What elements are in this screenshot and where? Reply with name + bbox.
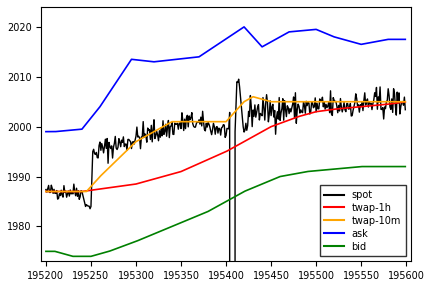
ask <box>86 118 92 122</box>
twap-10m <box>305 100 311 103</box>
spot <box>403 108 408 111</box>
spot <box>43 188 48 191</box>
twap-1h <box>270 125 275 128</box>
ask <box>241 25 247 29</box>
twap-10m <box>186 120 191 123</box>
spot <box>305 104 310 107</box>
twap-10m <box>86 187 92 190</box>
twap-10m <box>160 125 165 128</box>
twap-1h <box>86 189 92 192</box>
twap-10m <box>403 100 408 103</box>
twap-1h <box>305 112 310 116</box>
ask <box>270 39 276 43</box>
ask <box>43 130 48 133</box>
bid <box>403 165 408 168</box>
Legend: spot, twap-1h, twap-10m, ask, bid: spot, twap-1h, twap-10m, ask, bid <box>320 185 406 257</box>
bid <box>70 255 76 258</box>
spot <box>186 125 191 129</box>
ask <box>304 29 309 32</box>
ask <box>305 29 311 32</box>
bid <box>43 250 48 253</box>
twap-10m <box>270 100 276 103</box>
spot <box>306 101 311 105</box>
bid <box>359 165 364 168</box>
Line: bid: bid <box>46 166 405 256</box>
bid <box>87 255 92 258</box>
spot <box>160 119 165 122</box>
bid <box>304 170 309 173</box>
ask <box>403 38 408 41</box>
bid <box>187 217 192 221</box>
spot <box>271 115 276 119</box>
twap-1h <box>303 113 308 116</box>
bid <box>270 178 276 181</box>
twap-1h <box>160 175 165 178</box>
twap-10m <box>43 190 48 193</box>
Line: spot: spot <box>46 79 405 288</box>
twap-10m <box>304 100 309 103</box>
Line: ask: ask <box>46 27 405 132</box>
twap-1h <box>43 190 48 193</box>
Line: twap-1h: twap-1h <box>46 102 405 192</box>
twap-1h <box>186 167 191 170</box>
bid <box>305 170 311 173</box>
spot <box>86 204 92 208</box>
bid <box>161 228 166 232</box>
ask <box>160 59 165 62</box>
twap-1h <box>403 100 408 104</box>
spot <box>236 77 241 81</box>
ask <box>186 56 191 60</box>
Line: twap-10m: twap-10m <box>46 97 405 192</box>
twap-10m <box>251 95 256 98</box>
